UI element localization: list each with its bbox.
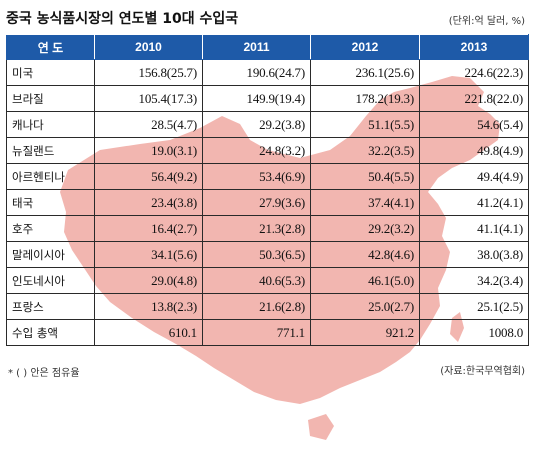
hainan-island-shape	[308, 414, 334, 440]
country-cell: 프랑스	[6, 293, 95, 320]
value-cell: 21.3(2.8)	[202, 215, 311, 242]
value-cell: 51.1(5.5)	[310, 111, 420, 138]
total-row: 수입 총액 610.1 771.1 921.2 1008.0	[6, 319, 529, 346]
value-cell: 236.1(25.6)	[310, 59, 420, 86]
value-cell: 610.1	[94, 319, 203, 346]
header-cell-year-2012: 2012	[310, 34, 420, 60]
value-cell: 221.8(22.0)	[419, 85, 529, 112]
value-cell: 156.8(25.7)	[94, 59, 203, 86]
table-row: 인도네시아 29.0(4.8) 40.6(5.3) 46.1(5.0) 34.2(3.4…	[6, 267, 529, 294]
header-cell-year-2013: 2013	[419, 34, 529, 60]
value-cell: 25.0(2.7)	[310, 293, 420, 320]
country-cell: 태국	[6, 189, 95, 216]
value-cell: 50.3(6.5)	[202, 241, 311, 268]
value-cell: 178.2(19.3)	[310, 85, 420, 112]
value-cell: 21.6(2.8)	[202, 293, 311, 320]
value-cell: 13.8(2.3)	[94, 293, 203, 320]
value-cell: 24.8(3.2)	[202, 137, 311, 164]
value-cell: 34.1(5.6)	[94, 241, 203, 268]
value-cell: 19.0(3.1)	[94, 137, 203, 164]
country-cell: 아르헨티나	[6, 163, 95, 190]
value-cell: 41.2(4.1)	[419, 189, 529, 216]
table-row: 아르헨티나 56.4(9.2) 53.4(6.9) 50.4(5.5) 49.4(4.9…	[6, 163, 529, 190]
chart-title: 중국 농식품시장의 연도별 10대 수입국	[6, 11, 239, 27]
value-cell: 42.8(4.6)	[310, 241, 420, 268]
country-cell: 호주	[6, 215, 95, 242]
value-cell: 29.0(4.8)	[94, 267, 203, 294]
value-cell: 37.4(4.1)	[310, 189, 420, 216]
value-cell: 46.1(5.0)	[310, 267, 420, 294]
country-cell: 말레이시아	[6, 241, 95, 268]
value-cell: 190.6(24.7)	[202, 59, 311, 86]
value-cell: 105.4(17.3)	[94, 85, 203, 112]
share-note: * ( ) 안은 점유율	[8, 368, 80, 379]
header-cell-year-2010: 2010	[94, 34, 203, 60]
header-cell-year-2011: 2011	[202, 34, 311, 60]
value-cell: 40.6(5.3)	[202, 267, 311, 294]
country-cell: 인도네시아	[6, 267, 95, 294]
country-cell: 캐나다	[6, 111, 95, 138]
table-row: 뉴질랜드 19.0(3.1) 24.8(3.2) 32.2(3.5) 49.8(4.9)	[6, 137, 529, 164]
value-cell: 149.9(19.4)	[202, 85, 311, 112]
import-table: 연 도 2010 2011 2012 2013 미국 156.8(25.7) 190.6(2…	[6, 34, 529, 346]
value-cell: 53.4(6.9)	[202, 163, 311, 190]
value-cell: 50.4(5.5)	[310, 163, 420, 190]
value-cell: 28.5(4.7)	[94, 111, 203, 138]
value-cell: 29.2(3.8)	[202, 111, 311, 138]
table-row: 태국 23.4(3.8) 27.9(3.6) 37.4(4.1) 41.2(4.1)	[6, 189, 529, 216]
value-cell: 25.1(2.5)	[419, 293, 529, 320]
source-note: (자료:한국무역협회)	[440, 366, 525, 377]
table-row: 말레이시아 34.1(5.6) 50.3(6.5) 42.8(4.6) 38.0(3.8…	[6, 241, 529, 268]
table-row: 브라질 105.4(17.3) 149.9(19.4) 178.2(19.3) 221.…	[6, 85, 529, 112]
value-cell: 49.8(4.9)	[419, 137, 529, 164]
unit-label: (단위:억 달러, %)	[448, 16, 525, 27]
table-row: 호주 16.4(2.7) 21.3(2.8) 29.2(3.2) 41.1(4.1)	[6, 215, 529, 242]
value-cell: 34.2(3.4)	[419, 267, 529, 294]
table-row: 캐나다 28.5(4.7) 29.2(3.8) 51.1(5.5) 54.6(5.4)	[6, 111, 529, 138]
country-cell: 수입 총액	[6, 319, 95, 346]
value-cell: 921.2	[310, 319, 420, 346]
country-cell: 미국	[6, 59, 95, 86]
value-cell: 23.4(3.8)	[94, 189, 203, 216]
value-cell: 56.4(9.2)	[94, 163, 203, 190]
table-row: 프랑스 13.8(2.3) 21.6(2.8) 25.0(2.7) 25.1(2.5)	[6, 293, 529, 320]
header-cell-year-label: 연 도	[6, 34, 95, 60]
country-cell: 브라질	[6, 85, 95, 112]
value-cell: 32.2(3.5)	[310, 137, 420, 164]
table-header: 연 도 2010 2011 2012 2013	[6, 34, 529, 60]
country-cell: 뉴질랜드	[6, 137, 95, 164]
value-cell: 38.0(3.8)	[419, 241, 529, 268]
value-cell: 27.9(3.6)	[202, 189, 311, 216]
value-cell: 1008.0	[419, 319, 529, 346]
value-cell: 16.4(2.7)	[94, 215, 203, 242]
value-cell: 54.6(5.4)	[419, 111, 529, 138]
value-cell: 224.6(22.3)	[419, 59, 529, 86]
header-row: 연 도 2010 2011 2012 2013	[6, 34, 529, 60]
table-row: 미국 156.8(25.7) 190.6(24.7) 236.1(25.6) 224.6…	[6, 59, 529, 86]
value-cell: 771.1	[202, 319, 311, 346]
value-cell: 41.1(4.1)	[419, 215, 529, 242]
value-cell: 29.2(3.2)	[310, 215, 420, 242]
value-cell: 49.4(4.9)	[419, 163, 529, 190]
table-body: 미국 156.8(25.7) 190.6(24.7) 236.1(25.6) 224.6…	[6, 59, 529, 346]
